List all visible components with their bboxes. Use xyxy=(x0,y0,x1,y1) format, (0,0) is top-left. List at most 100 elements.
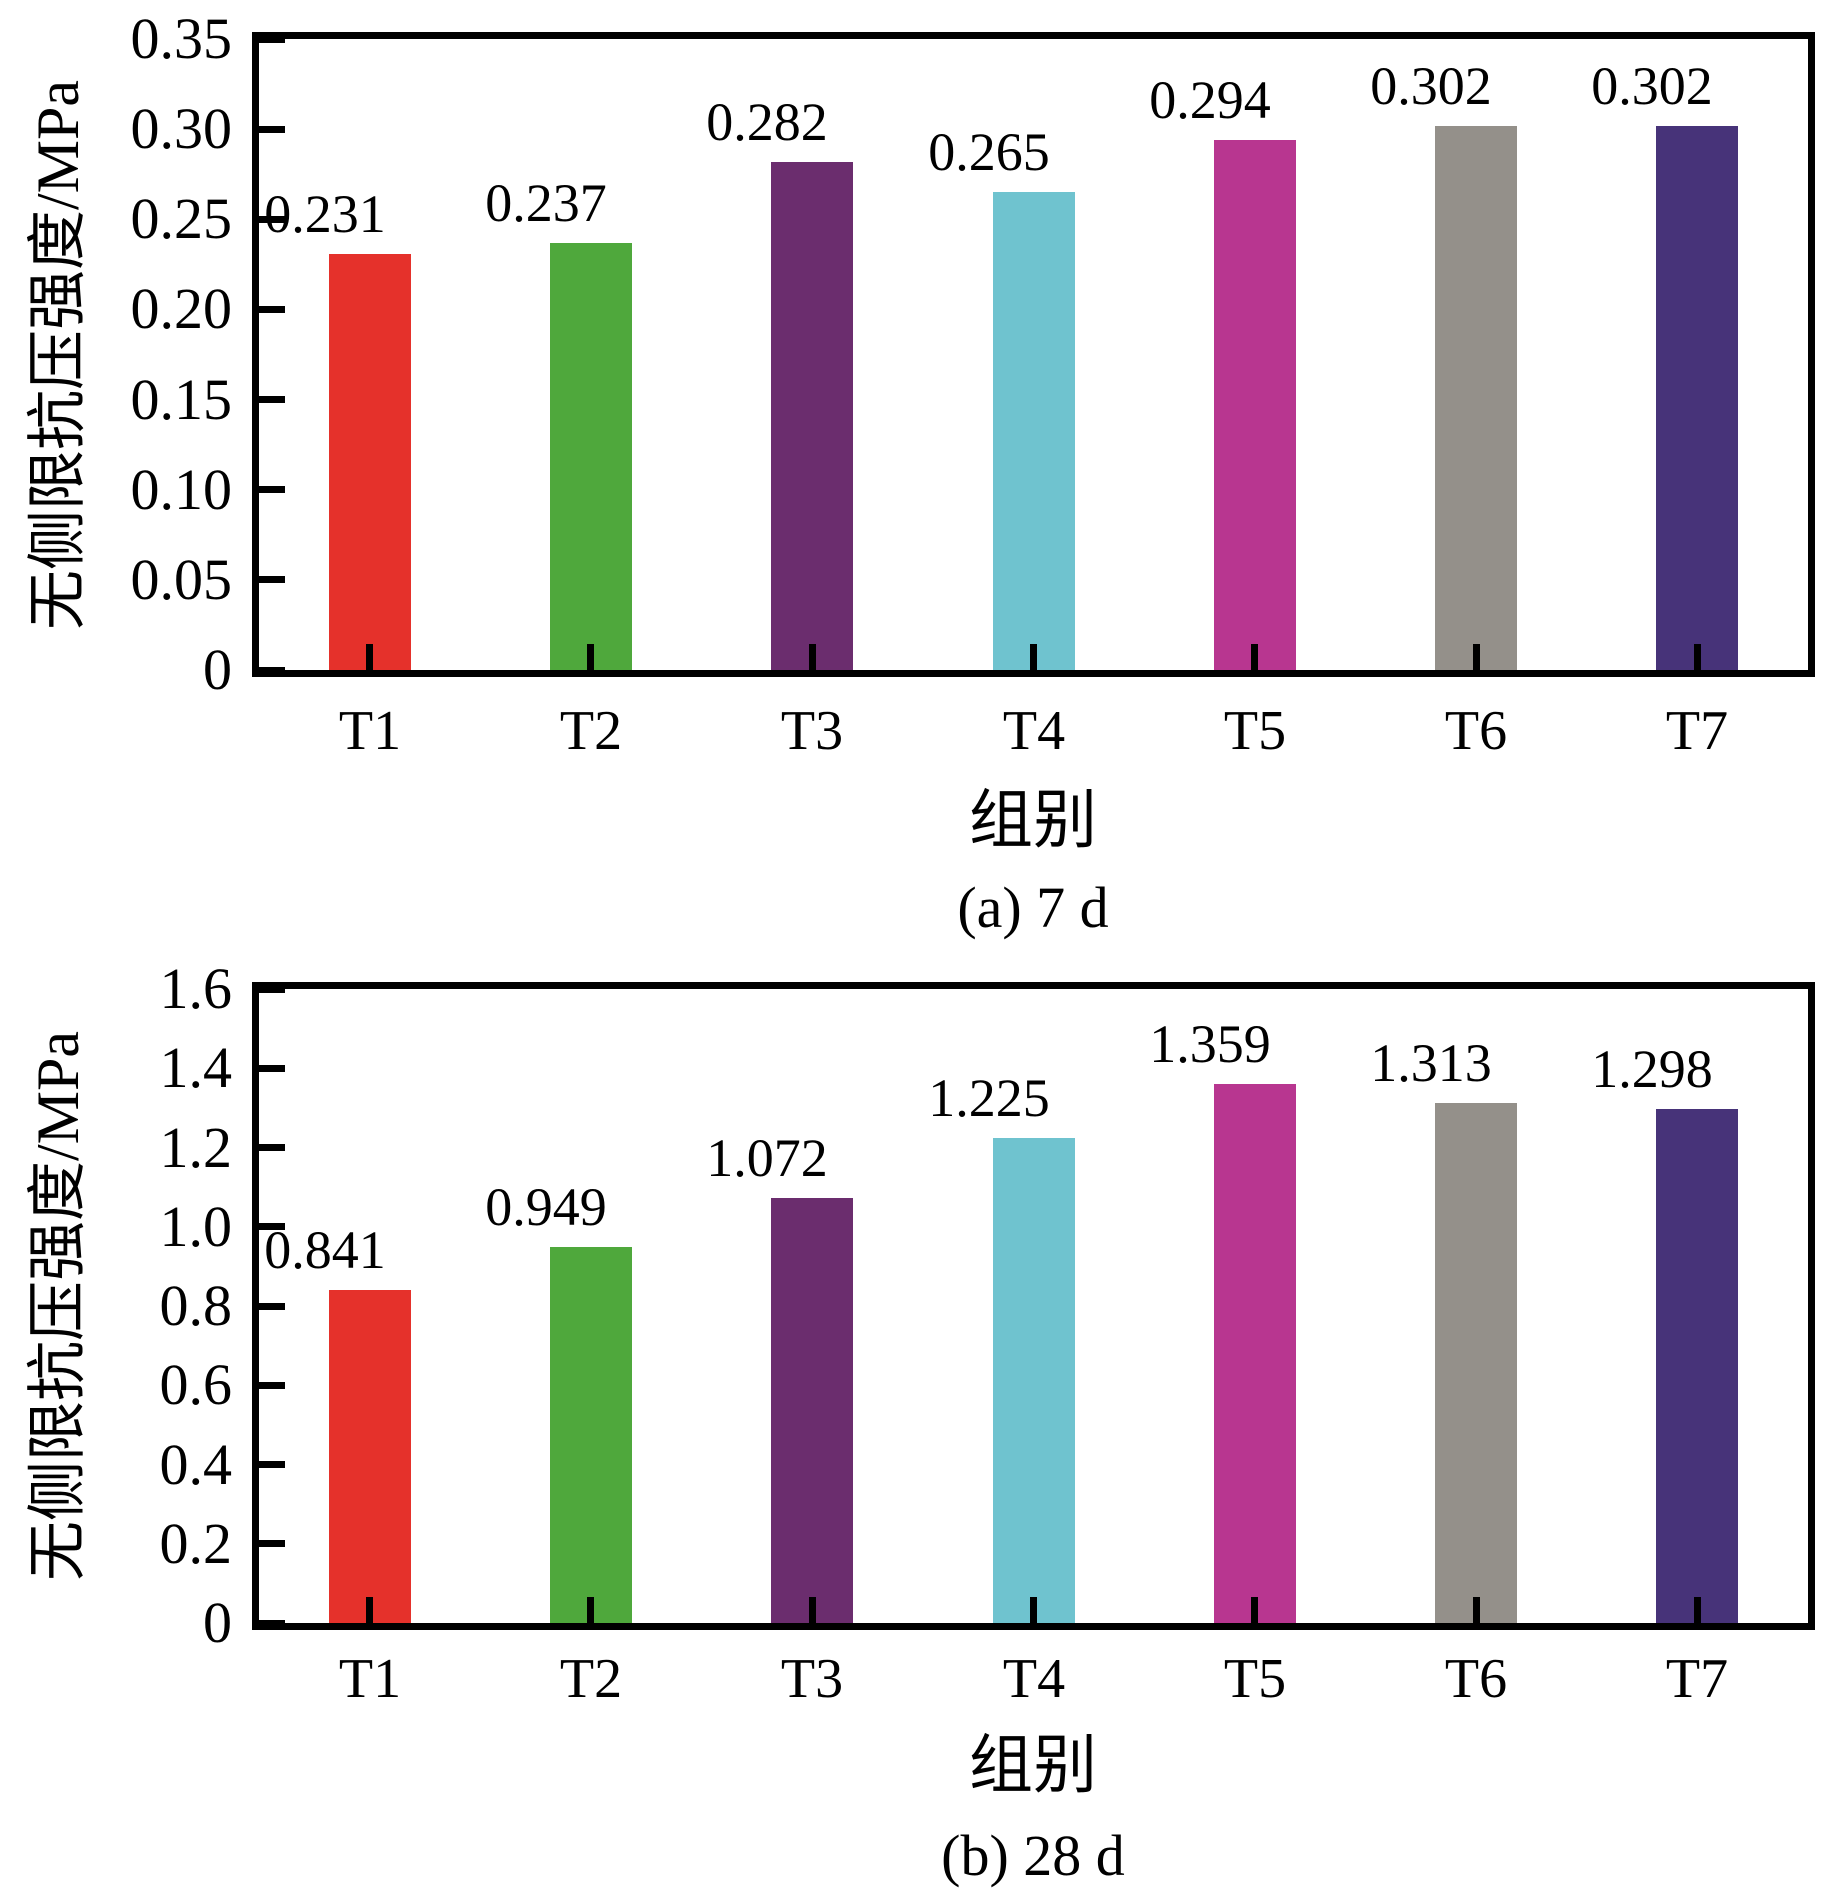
y-tick-label: 0.15 xyxy=(130,367,233,432)
y-tick-label: 0.4 xyxy=(159,1432,233,1497)
plot-area-b: 0.841 0.949 1.072 1.225 1.359 1.313 1.298 xyxy=(252,982,1815,1630)
x-tick-mark xyxy=(1251,1597,1258,1623)
bar-t2-b xyxy=(550,1247,632,1623)
x-tick-mark xyxy=(1473,644,1480,670)
x-tick-label-t5: T5 xyxy=(1223,1648,1287,1710)
y-tick-mark xyxy=(259,1540,285,1547)
x-tick-label-t1: T1 xyxy=(338,700,402,762)
y-tick-label: 0.20 xyxy=(130,276,233,341)
x-tick-label-t2: T2 xyxy=(559,700,623,762)
panel-caption-b: (b) 28 d xyxy=(941,1823,1125,1888)
y-tick-mark xyxy=(259,306,285,313)
bar-value-label: 0.265 xyxy=(928,122,1050,182)
y-tick-mark xyxy=(259,667,285,674)
y-tick-label: 1.6 xyxy=(159,956,233,1021)
x-tick-label-t3: T3 xyxy=(780,1648,844,1710)
x-axis-title-b: 组别 xyxy=(969,1730,1097,1801)
x-tick-label-t1: T1 xyxy=(338,1648,402,1710)
y-tick-label: 0.2 xyxy=(159,1511,233,1576)
y-tick-label: 1.2 xyxy=(159,1115,233,1180)
y-tick-label: 1.0 xyxy=(159,1194,233,1259)
bar-value-label: 0.294 xyxy=(1149,70,1271,130)
x-tick-label-t5: T5 xyxy=(1223,700,1287,762)
bar-value-label: 0.302 xyxy=(1591,56,1713,116)
bar-value-label: 0.237 xyxy=(485,173,607,233)
y-tick-mark xyxy=(259,1144,285,1151)
x-tick-mark xyxy=(1694,1597,1701,1623)
x-tick-mark xyxy=(1251,644,1258,670)
bar-value-label: 0.231 xyxy=(264,184,386,244)
bar-t7-b xyxy=(1656,1109,1738,1623)
bar-t2-a xyxy=(550,243,632,670)
bar-t5-b xyxy=(1214,1084,1296,1623)
x-tick-label-t6: T6 xyxy=(1444,700,1508,762)
bar-value-label: 1.359 xyxy=(1149,1014,1271,1074)
bar-t3-a xyxy=(771,162,853,670)
bar-t6-b xyxy=(1435,1103,1517,1623)
y-tick-label: 0.8 xyxy=(159,1273,233,1338)
bar-value-label: 0.949 xyxy=(485,1177,607,1237)
panel-caption-a: (a) 7 d xyxy=(957,875,1109,940)
y-tick-label: 0.05 xyxy=(130,547,233,612)
x-tick-label-t2: T2 xyxy=(559,1648,623,1710)
y-tick-mark xyxy=(259,216,285,223)
x-tick-mark xyxy=(1030,644,1037,670)
y-tick-mark xyxy=(259,486,285,493)
bar-t1-a xyxy=(329,254,411,670)
x-tick-label-t7: T7 xyxy=(1665,1648,1729,1710)
y-tick-mark xyxy=(259,576,285,583)
y-tick-label: 1.4 xyxy=(159,1035,233,1100)
y-tick-label: 0.6 xyxy=(159,1352,233,1417)
x-tick-mark xyxy=(809,644,816,670)
x-tick-mark xyxy=(1473,1597,1480,1623)
y-tick-mark xyxy=(259,1065,285,1072)
x-tick-label-t6: T6 xyxy=(1444,1648,1508,1710)
x-tick-mark xyxy=(587,644,594,670)
bar-value-label: 0.282 xyxy=(706,92,828,152)
y-axis-title-b: 无侧限抗压强度/MPa xyxy=(25,1030,91,1582)
x-tick-label-t4: T4 xyxy=(1002,1648,1066,1710)
bar-t6-a xyxy=(1435,126,1517,670)
bar-value-label: 0.841 xyxy=(264,1220,386,1280)
y-tick-mark xyxy=(259,36,285,43)
y-tick-mark xyxy=(259,1620,285,1627)
bar-value-label: 0.302 xyxy=(1370,56,1492,116)
y-tick-mark xyxy=(259,1382,285,1389)
x-tick-label-t7: T7 xyxy=(1665,700,1729,762)
bar-value-label: 1.072 xyxy=(706,1128,828,1188)
y-tick-mark xyxy=(259,396,285,403)
x-tick-mark xyxy=(587,1597,594,1623)
bar-t7-a xyxy=(1656,126,1738,670)
x-tick-label-t3: T3 xyxy=(780,700,844,762)
y-tick-label: 0.30 xyxy=(130,96,233,161)
y-tick-label: 0.25 xyxy=(130,186,233,251)
x-tick-mark xyxy=(809,1597,816,1623)
y-tick-label: 0.35 xyxy=(130,6,233,71)
y-tick-mark xyxy=(259,1461,285,1468)
y-tick-label: 0 xyxy=(203,1590,232,1655)
y-tick-mark xyxy=(259,1303,285,1310)
y-tick-label: 0.10 xyxy=(130,457,233,522)
bar-t5-a xyxy=(1214,140,1296,670)
bar-t4-a xyxy=(993,192,1075,670)
bar-value-label: 1.313 xyxy=(1370,1033,1492,1093)
y-tick-mark xyxy=(259,126,285,133)
bar-t4-b xyxy=(993,1138,1075,1623)
y-tick-mark xyxy=(259,986,285,993)
bar-t3-b xyxy=(771,1198,853,1623)
x-tick-mark xyxy=(366,644,373,670)
x-tick-label-t4: T4 xyxy=(1002,700,1066,762)
bar-value-label: 1.298 xyxy=(1591,1039,1713,1099)
y-tick-label: 0 xyxy=(203,637,232,702)
x-tick-mark xyxy=(1694,644,1701,670)
x-tick-mark xyxy=(366,1597,373,1623)
y-axis-title-a: 无侧限抗压强度/MPa xyxy=(25,79,91,631)
plot-area-a: 0.231 0.237 0.282 0.265 0.294 0.302 0.302 xyxy=(252,32,1815,677)
bar-value-label: 1.225 xyxy=(928,1068,1050,1128)
bar-t1-b xyxy=(329,1290,411,1623)
y-tick-mark xyxy=(259,1223,285,1230)
x-axis-title-a: 组别 xyxy=(969,785,1097,856)
